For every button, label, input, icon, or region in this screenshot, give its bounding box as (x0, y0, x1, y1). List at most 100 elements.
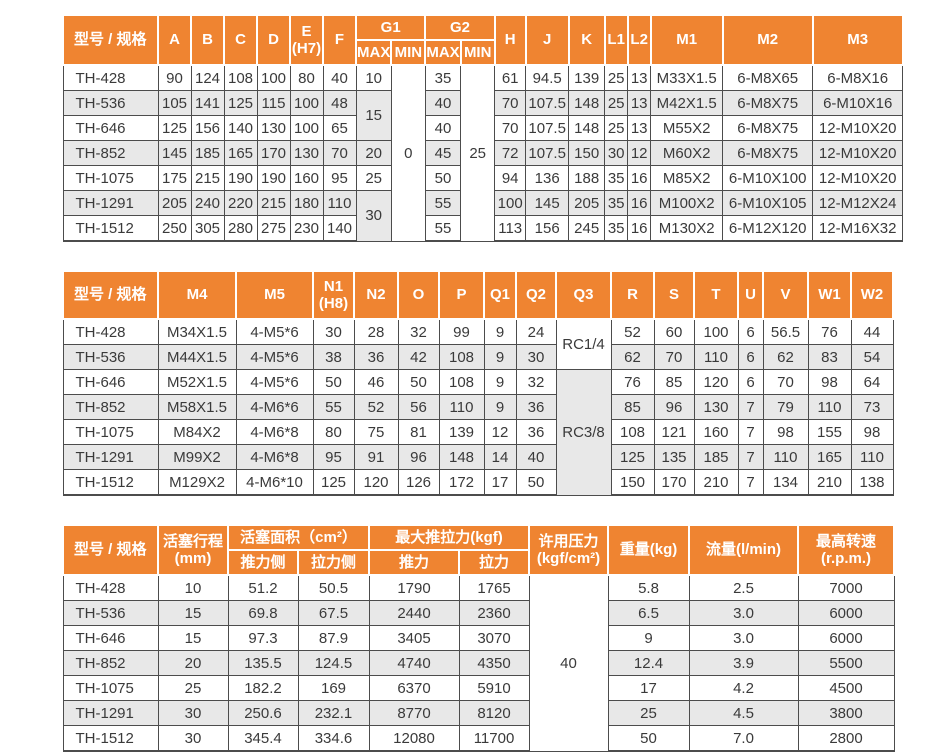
table-row: TH-428 M34X1.5 4-M5*6 30 28 32 99 9 24 RC1/4 52 60 1… (62, 318, 894, 370)
value-cell: 76 (807, 318, 852, 345)
value-cell: 113 (494, 215, 527, 242)
value-cell: 110 (693, 344, 739, 370)
value-cell: M42X1.5 (650, 90, 724, 116)
value-cell: 12-M10X20 (812, 165, 904, 191)
table-row: TH-1075 175 215 190 190 160 95 25 50 94 136 188 35 16… (62, 165, 904, 191)
value-cell: 108 (610, 419, 655, 445)
value-cell: 7.0 (688, 725, 799, 752)
value-cell: 15 (157, 625, 229, 651)
value-cell: 13 (627, 64, 652, 91)
value-cell: 148 (438, 444, 485, 470)
value-cell: 55 (424, 190, 462, 216)
model-column-header: 型号 / 规格 (62, 14, 159, 66)
table-row: TH-428 90 124 108 100 80 40 10 0 35 25 61 94.5 139 25 1… (62, 64, 904, 242)
column-header: 最高转速 (r.p.m.) (797, 524, 895, 576)
value-cell: 15 (355, 90, 392, 141)
value-cell: 94.5 (525, 64, 570, 91)
model-cell: TH-1075 (62, 419, 159, 445)
value-cell: 25 (607, 700, 690, 726)
value-cell: 3.0 (688, 625, 799, 651)
table-row: TH-536 15 69.8 67.5 2440 2360 6.5 3.0 6000 (62, 600, 895, 626)
table-row: TH-536 105 141 125 115 100 48 15 40 70 107.5 148 25 1… (62, 90, 904, 141)
value-cell: 8120 (458, 700, 530, 726)
column-header: A (157, 14, 192, 66)
value-cell: 155 (807, 419, 852, 445)
table-row: TH-1512 250 305 280 275 230 140 55 113 156 245 35 16… (62, 215, 904, 242)
spec-table-performance: 型号 / 规格 活塞行程 (mm) 活塞面积（cm²） 最大推拉力(kgf) 许用压力 … (62, 524, 895, 752)
column-header: T (693, 270, 739, 320)
value-cell: 170 (653, 469, 695, 496)
value-cell: 165 (807, 444, 852, 470)
value-cell: 169 (297, 675, 370, 701)
value-cell: 99 (438, 318, 485, 345)
column-header: Q3 (555, 270, 612, 320)
table-row: TH-1075 25 182.2 169 6370 5910 17 4.2 4500 (62, 675, 895, 701)
value-cell: 32 (397, 318, 440, 345)
value-cell: M99X2 (157, 444, 237, 470)
table-row: TH-1291 205 240 220 215 180 110 30 55 100 145 205 35… (62, 190, 904, 242)
value-cell: 70 (494, 90, 527, 116)
value-cell: 24 (515, 318, 557, 345)
value-cell: 100 (289, 115, 324, 141)
value-cell: 61 (494, 64, 527, 91)
value-cell: 120 (353, 469, 399, 496)
value-cell: 130 (693, 394, 739, 420)
value-cell: 95 (312, 444, 355, 470)
value-cell: 124.5 (297, 650, 370, 676)
value-cell: M52X1.5 (157, 369, 237, 395)
table-row: TH-1075 M84X2 4-M6*8 80 75 81 139 12 36 108 121 160… (62, 419, 894, 445)
value-cell: 3800 (797, 700, 895, 726)
value-cell: 205 (157, 190, 192, 216)
column-header: Q1 (483, 270, 517, 320)
value-cell: 13 (627, 115, 652, 141)
column-header: K (567, 14, 606, 66)
value-cell: 83 (807, 344, 852, 370)
value-cell: M55X2 (650, 115, 724, 141)
value-cell: 2800 (797, 725, 895, 752)
value-cell: 91 (353, 444, 399, 470)
value-cell: 105 (157, 90, 192, 116)
value-cell: 70 (762, 369, 809, 395)
model-cell: TH-1512 (62, 725, 159, 752)
column-header: S (653, 270, 695, 320)
table-row: TH-1512 30 345.4 334.6 12080 11700 50 7.0 2800 (62, 725, 895, 752)
value-cell: 148 (568, 115, 606, 141)
column-header: H (493, 14, 527, 66)
column-header: L2 (626, 14, 652, 66)
value-cell: 156 (190, 115, 225, 141)
value-cell: 15 (157, 600, 229, 626)
value-cell: 275 (256, 215, 291, 242)
column-header: J (524, 14, 570, 66)
value-cell: 2360 (458, 600, 530, 626)
value-cell: 94 (494, 165, 527, 191)
value-cell: 17 (607, 675, 690, 701)
value-cell: 50 (515, 469, 557, 496)
model-cell: TH-1512 (62, 469, 159, 496)
value-cell: 6 (737, 369, 764, 395)
value-cell: 40 (322, 64, 357, 91)
value-cell: 280 (223, 215, 258, 242)
column-header: M4 (157, 270, 237, 320)
value-cell: 110 (438, 394, 485, 420)
value-cell: 215 (256, 190, 291, 216)
value-cell: 40 (528, 574, 609, 752)
value-cell: 4500 (797, 675, 895, 701)
table-row: TH-428 10 51.2 50.5 1790 1765 40 5.8 2.5 7000 (62, 574, 895, 752)
value-cell: 11700 (458, 725, 530, 752)
value-cell: 125 (157, 115, 192, 141)
value-cell: 25 (604, 64, 629, 91)
value-cell: 55 (424, 215, 462, 242)
value-cell: 150 (568, 140, 606, 166)
value-cell: 35 (604, 190, 629, 216)
value-cell: M84X2 (157, 419, 237, 445)
model-cell: TH-428 (62, 318, 159, 345)
value-cell: 70 (653, 344, 695, 370)
model-cell: TH-646 (62, 625, 159, 651)
column-header: W2 (850, 270, 894, 320)
value-cell: 6-M10X16 (812, 90, 904, 116)
header-row: 型号 / 规格 A B C D E (H7) F G1 G2 H J K L1 L2 M1 M2 M3 (62, 14, 904, 66)
value-cell: M100X2 (650, 190, 724, 216)
value-cell: 25 (604, 115, 629, 141)
value-cell: 4.5 (688, 700, 799, 726)
value-cell: 4-M6*10 (235, 469, 314, 496)
